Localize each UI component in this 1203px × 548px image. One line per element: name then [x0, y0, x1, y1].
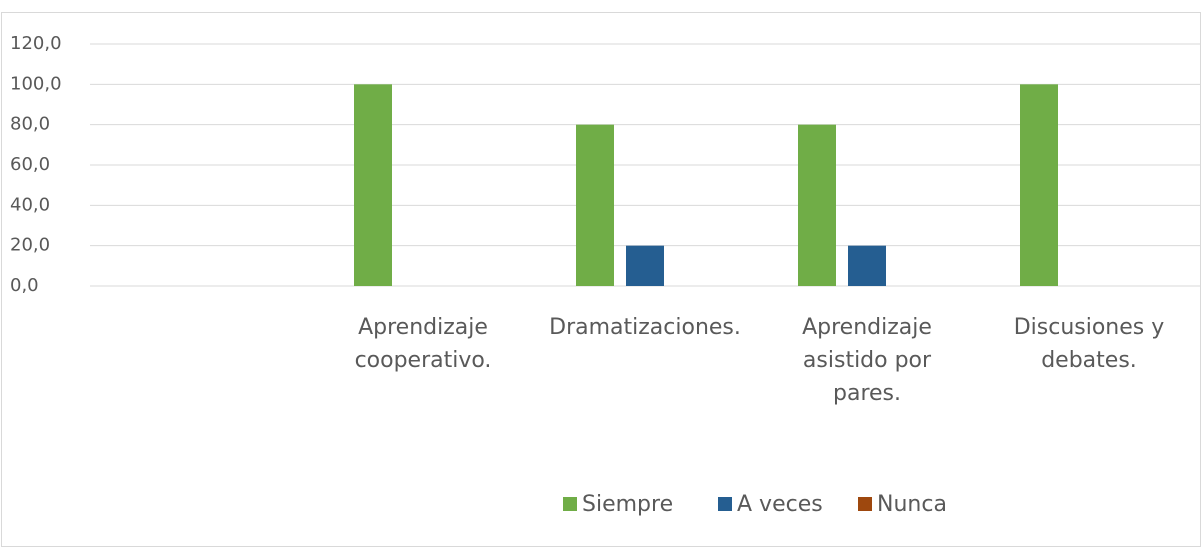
y-tick-label: 120,0 — [10, 33, 62, 54]
legend-label: Nunca — [877, 492, 947, 517]
legend-swatch — [563, 497, 577, 511]
legend-label: A veces — [737, 492, 823, 517]
legend-swatch — [718, 497, 732, 511]
x-tick-text: Aprendizaje cooperativo. — [354, 315, 492, 373]
y-tick-label: 20,0 — [10, 235, 50, 256]
legend-label: Siempre — [582, 492, 673, 517]
x-tick-text: Dramatizaciones. — [549, 315, 741, 340]
bar — [626, 245, 664, 286]
x-tick-label: Discusiones y debates. — [1004, 311, 1174, 377]
y-tick-label: 0,0 — [10, 275, 39, 296]
bar — [354, 84, 392, 286]
x-tick-label: Dramatizaciones. — [549, 311, 741, 344]
x-tick-text: Discusiones y debates. — [1013, 315, 1165, 373]
y-tick-label: 100,0 — [10, 73, 62, 94]
y-tick-label: 80,0 — [10, 114, 50, 135]
bar — [848, 245, 886, 286]
x-tick-label: Aprendizaje asistido por pares. — [782, 311, 952, 410]
bar — [1020, 84, 1058, 286]
bar — [576, 124, 614, 287]
bar — [798, 124, 836, 287]
y-tick-label: 60,0 — [10, 154, 50, 175]
x-tick-label: Aprendizaje cooperativo. — [338, 311, 508, 377]
y-tick-label: 40,0 — [10, 194, 50, 215]
legend-swatch — [858, 497, 872, 511]
x-tick-text: Aprendizaje asistido por pares. — [802, 315, 932, 406]
